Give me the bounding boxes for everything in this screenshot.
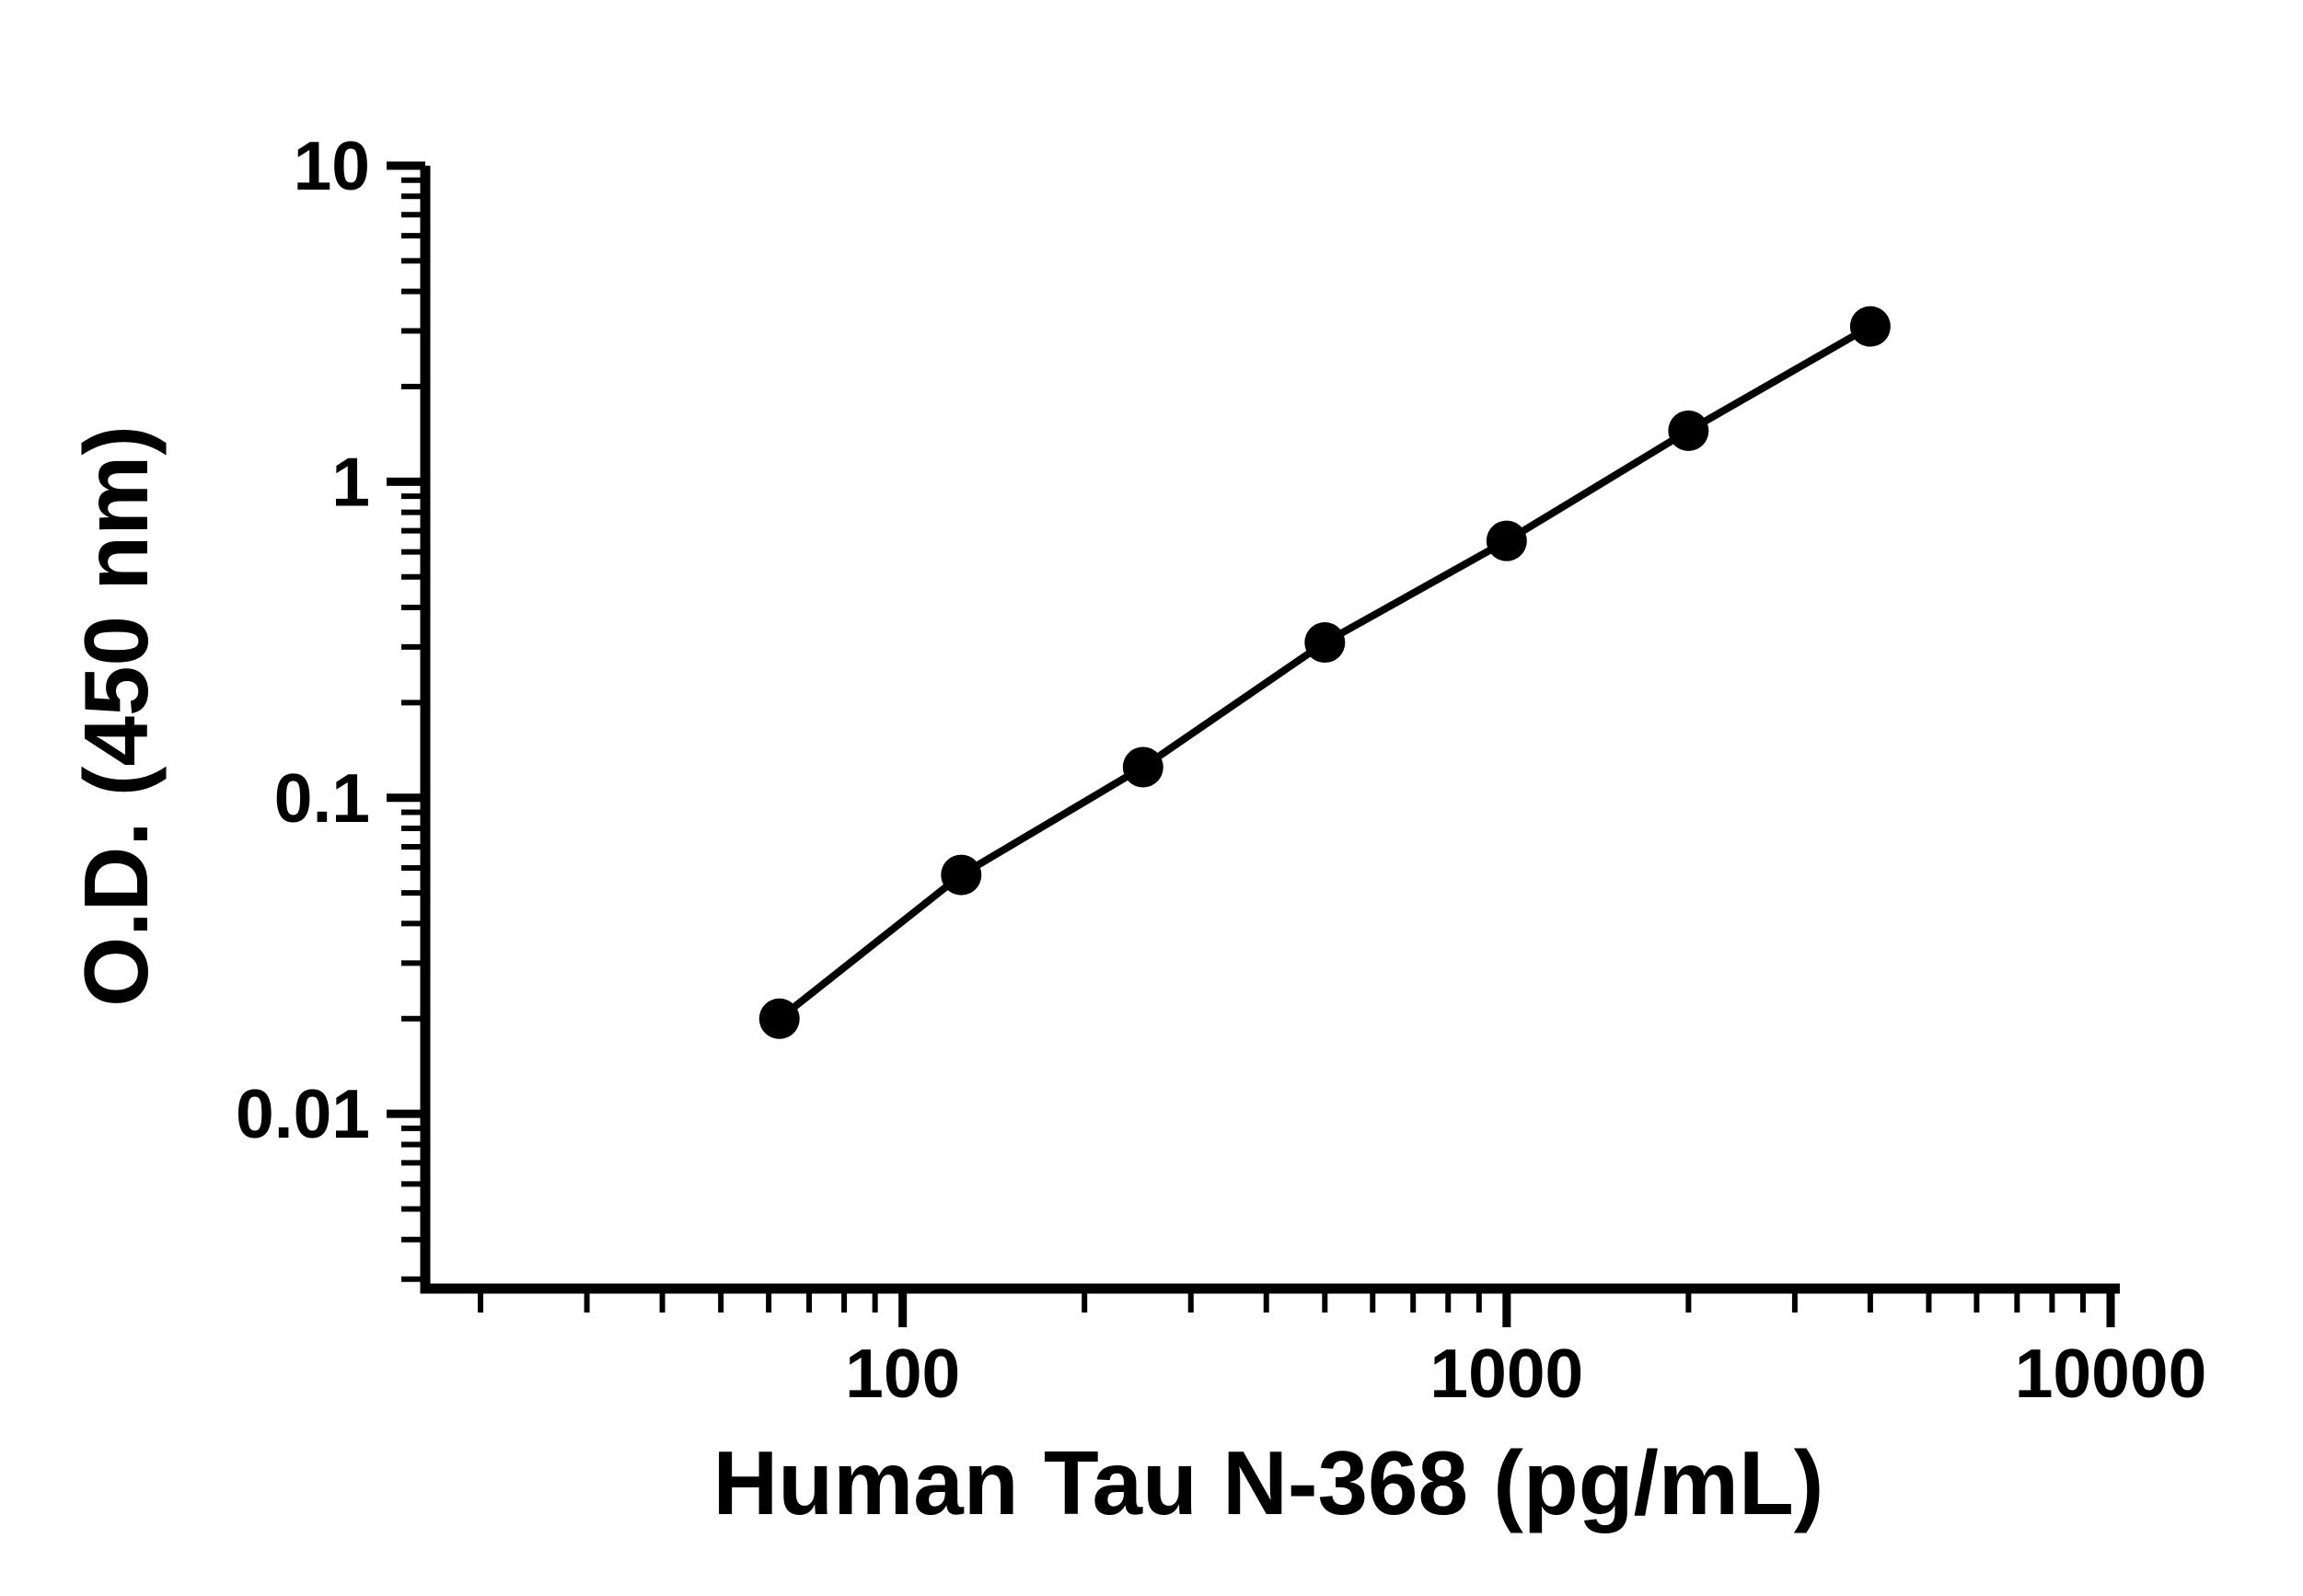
data-point-marker <box>758 998 800 1039</box>
axes-layer <box>420 166 2120 1294</box>
data-point-marker <box>1668 410 1709 451</box>
tick-labels-layer: 100 1000 10000 0.01 0.1 1 10 <box>236 127 2206 1412</box>
y-tick-label: 0.1 <box>274 759 370 837</box>
data-point-marker <box>1122 746 1163 788</box>
x-tick-label: 100 <box>845 1335 960 1412</box>
x-tick-label: 1000 <box>1429 1335 1583 1412</box>
x-axis-title: Human Tau N-368 (pg/mL) <box>713 1432 1824 1533</box>
data-point-marker <box>1486 520 1527 561</box>
data-point-marker <box>941 854 982 896</box>
y-tick-label: 0.01 <box>236 1075 370 1152</box>
data-point-marker <box>1849 306 1891 347</box>
data-point-marker <box>1304 622 1346 664</box>
data-series-layer <box>758 306 1891 1039</box>
y-axis-title: O.D. (450 nm) <box>65 425 167 1007</box>
y-tick-label: 10 <box>294 127 370 204</box>
y-tick-label: 1 <box>331 443 370 520</box>
axes-frame <box>420 166 2120 1294</box>
x-tick-label: 10000 <box>2015 1335 2207 1412</box>
